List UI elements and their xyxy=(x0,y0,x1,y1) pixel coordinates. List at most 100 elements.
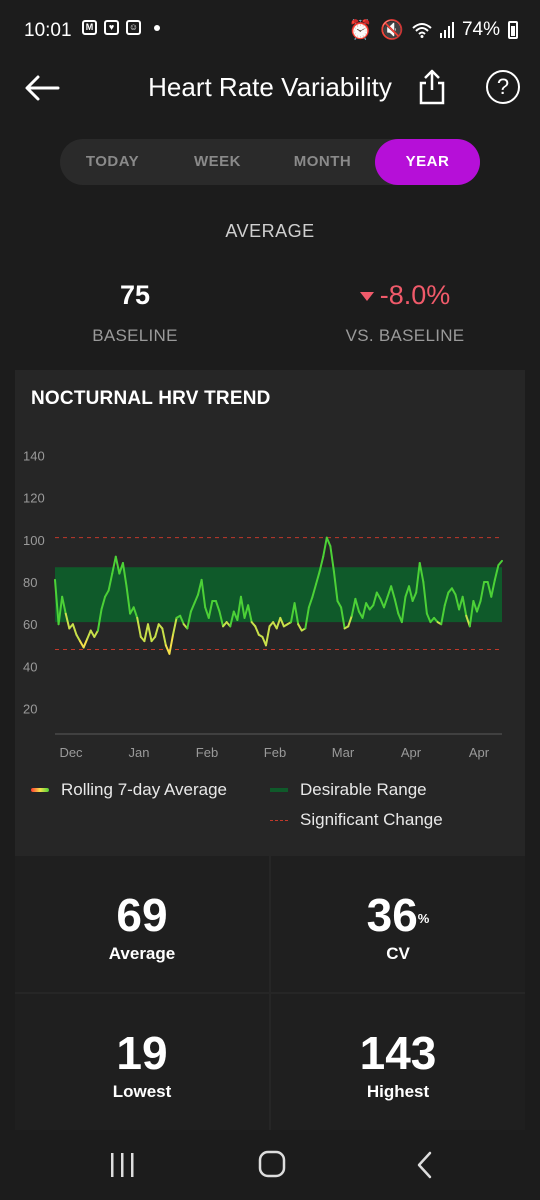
change-caption: VS. BASELINE xyxy=(345,326,465,345)
hrv-line-segment xyxy=(89,629,96,638)
legend-rolling-label: Rolling 7-day Average xyxy=(61,780,228,799)
tab-week[interactable]: WEEK xyxy=(194,153,241,170)
x-tick-label: Jan xyxy=(129,745,150,760)
x-tick-label: Apr xyxy=(469,745,490,760)
recent-apps-icon[interactable] xyxy=(102,1150,142,1180)
tab-today[interactable]: TODAY xyxy=(85,153,140,170)
hrv-line-segment xyxy=(168,633,175,655)
legend-desirable-label: Desirable Range xyxy=(300,780,427,799)
status-time: 10:01 xyxy=(24,20,72,41)
tab-month[interactable]: MONTH xyxy=(293,153,352,170)
legend-desirable: Desirable Range xyxy=(270,780,427,800)
hrv-line-segment xyxy=(275,616,282,630)
baseline-block: 75 BASELINE xyxy=(0,280,270,346)
hrv-line-segment xyxy=(114,555,121,575)
hrv-line-segment xyxy=(247,604,253,624)
hrv-line-segment xyxy=(100,595,107,611)
y-tick-label: 60 xyxy=(23,617,37,632)
hrv-line-segment xyxy=(425,612,432,624)
hrv-line-segment xyxy=(218,610,225,628)
battery-icon xyxy=(508,21,518,39)
stat-average-value: 69 xyxy=(116,889,168,941)
hrv-line-segment xyxy=(75,633,82,643)
hrv-line-segment xyxy=(186,610,192,630)
stat-cv-unit: % xyxy=(417,911,430,926)
hrv-line-segment xyxy=(200,578,207,609)
stat-lowest-value: 19 xyxy=(116,1027,168,1079)
hrv-line-segment xyxy=(350,597,357,617)
y-tick-label: 140 xyxy=(23,448,45,463)
hrv-line-segment xyxy=(415,562,421,594)
average-label: AVERAGE xyxy=(225,221,315,241)
hrv-line-segment xyxy=(361,602,368,619)
status-bar: 10:01 M ♥ ☺ ⏰ 🔇 74% xyxy=(0,0,540,62)
hrv-line-segment xyxy=(386,585,393,598)
hrv-line-segment xyxy=(189,602,196,613)
hrv-line-segment xyxy=(193,593,200,605)
back-arrow-icon[interactable] xyxy=(22,70,62,106)
hrv-line-segment xyxy=(440,604,446,626)
hrv-line-segment xyxy=(315,570,321,586)
share-icon[interactable] xyxy=(416,68,448,106)
hrv-line-segment xyxy=(93,629,99,638)
back-icon[interactable] xyxy=(405,1150,445,1180)
help-icon[interactable]: ? xyxy=(486,70,520,104)
green-bar-icon xyxy=(270,788,288,792)
hrv-line-segment xyxy=(111,555,117,575)
hrv-line-segment xyxy=(107,572,114,592)
hrv-line-segment xyxy=(379,597,385,609)
hrv-line-segment xyxy=(86,629,92,640)
hrv-trend-card: NOCTURNAL HRV TREND 20 40 60 80 100 120 140 Dec… xyxy=(15,370,525,1130)
stat-cv: 36% CV xyxy=(271,856,525,992)
hrv-line-segment xyxy=(57,595,64,626)
hrv-line-segment xyxy=(293,602,300,626)
hrv-line-segment xyxy=(490,578,496,598)
change-block: -8.0% VS. BASELINE xyxy=(270,280,540,346)
hrv-line-segment xyxy=(479,581,486,602)
hrv-chart: 20 40 60 80 100 120 140 Dec Jan Feb Feb Mar Apr Apr xyxy=(23,448,503,760)
stat-cv-value: 36 xyxy=(366,889,418,941)
hrv-line-segment xyxy=(172,616,178,636)
hrv-line-segment xyxy=(365,602,371,611)
hrv-line-segment xyxy=(54,578,60,626)
hrv-line-segment xyxy=(454,593,461,611)
dot-icon xyxy=(154,24,160,31)
y-tick-label: 20 xyxy=(23,702,37,717)
hrv-line-segment xyxy=(311,583,318,598)
alarm-icon: ⏰ xyxy=(348,20,373,41)
signal-icon xyxy=(439,22,454,38)
hrv-line-segment xyxy=(136,616,142,638)
x-tick-label: Mar xyxy=(332,745,355,760)
desirable-range-band xyxy=(55,567,502,623)
baseline-value: 75 xyxy=(119,280,151,310)
hrv-line-segment xyxy=(104,589,110,598)
y-tick-label: 80 xyxy=(23,575,37,590)
hrv-line-segment xyxy=(290,602,296,624)
legend-significant: Significant Change xyxy=(270,810,443,830)
hrv-line-segment xyxy=(422,581,428,615)
hrv-line-segment xyxy=(307,595,314,609)
hrv-line-segment xyxy=(121,562,128,588)
wifi-icon xyxy=(412,23,432,38)
hrv-line-segment xyxy=(146,623,153,643)
hrv-line-segment xyxy=(318,555,325,573)
change-value: -8.0% xyxy=(379,280,451,310)
hrv-line-segment xyxy=(82,638,89,649)
hrv-line-segment xyxy=(332,570,339,602)
hrv-line-segment xyxy=(461,595,468,617)
hrv-line-segment xyxy=(207,600,214,619)
hrv-line-segment xyxy=(71,623,78,636)
hrv-line-segment xyxy=(347,614,353,628)
hrv-line-segment xyxy=(408,585,414,602)
stat-average-label: Average xyxy=(108,944,176,963)
y-tick-label: 100 xyxy=(23,533,45,548)
home-icon[interactable] xyxy=(252,1150,292,1180)
app-icon: ☺ xyxy=(126,20,141,35)
hrv-line-segment xyxy=(329,545,335,573)
tab-year[interactable]: YEAR xyxy=(375,139,480,185)
card-title: NOCTURNAL HRV TREND xyxy=(31,388,271,409)
hrv-line-segment xyxy=(64,612,71,630)
stats-grid: 69 Average 36% CV 19 Lowest 143 Highest xyxy=(15,856,525,1130)
change-value-row: -8.0% xyxy=(270,280,540,314)
hrv-line-segment xyxy=(229,610,235,628)
